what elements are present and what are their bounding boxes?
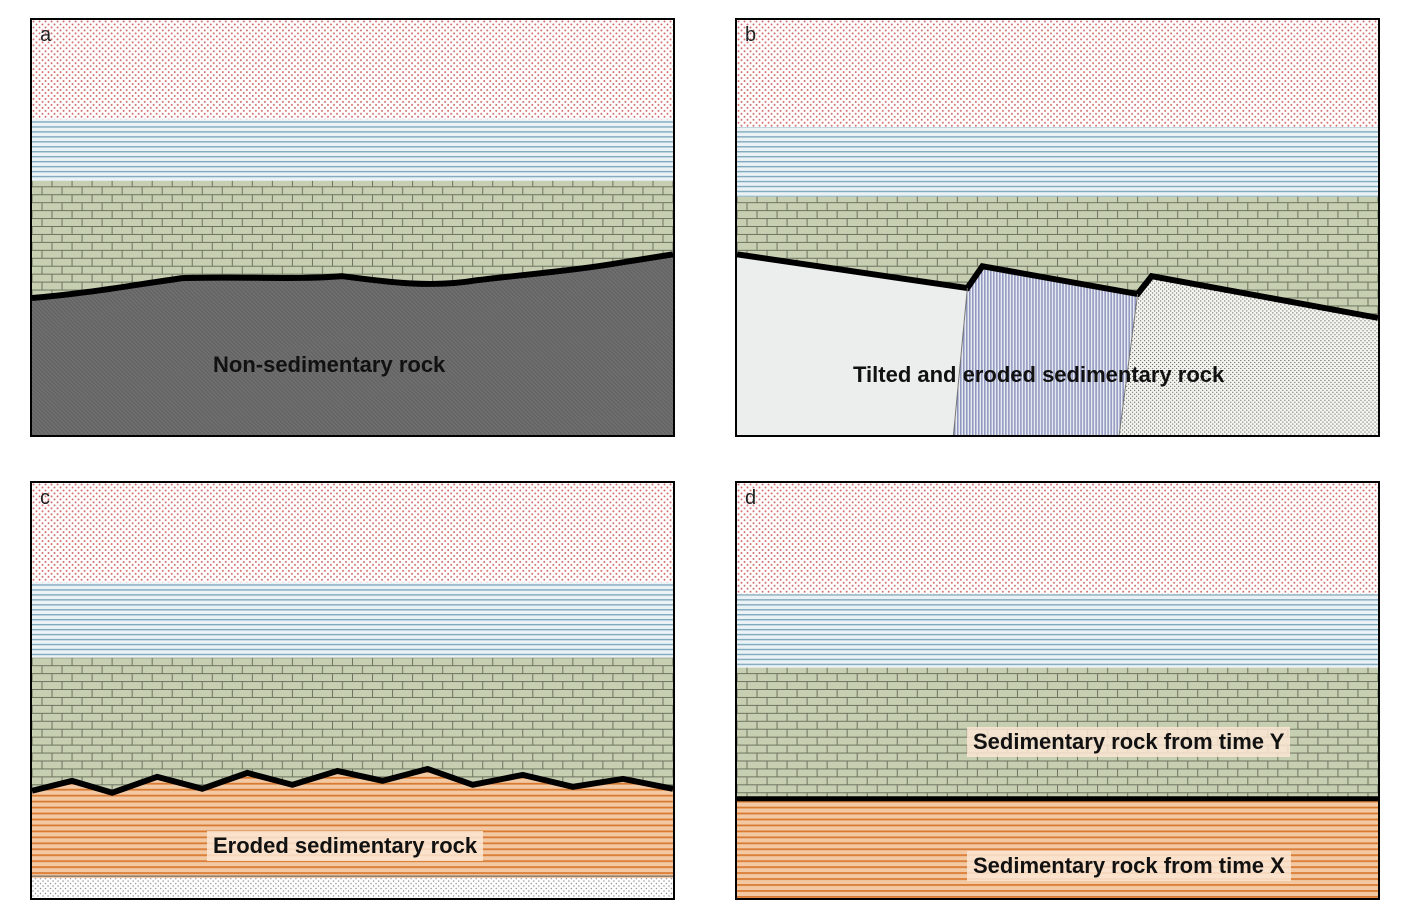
layer-blue xyxy=(737,127,1378,196)
caption-b: Tilted and eroded sedimentary rock xyxy=(847,360,1230,390)
panel-b: b Tilted and eroded sedimentary rock xyxy=(735,18,1380,437)
figure-grid: a Non-sedimentary rock xyxy=(0,0,1410,918)
panel-letter-b: b xyxy=(745,24,756,47)
caption-a: Non-sedimentary rock xyxy=(207,350,451,380)
panel-letter-c: c xyxy=(40,487,50,510)
caption-d-y: Sedimentary rock from time Y xyxy=(967,727,1290,757)
layer-pink xyxy=(737,20,1378,127)
layer-pink xyxy=(737,483,1378,594)
layer-blue xyxy=(32,119,673,181)
caption-c: Eroded sedimentary rock xyxy=(207,831,483,861)
panel-d-svg xyxy=(737,483,1378,898)
layer-pink xyxy=(32,20,673,119)
layer-orange xyxy=(737,801,1378,898)
caption-d-x: Sedimentary rock from time X xyxy=(967,851,1291,881)
panel-letter-d: d xyxy=(745,487,756,510)
layer-pink xyxy=(32,483,673,582)
panel-a: a Non-sedimentary rock xyxy=(30,18,675,437)
panel-letter-a: a xyxy=(40,24,51,47)
panel-c: c Eroded sedimentary rock xyxy=(30,481,675,900)
panel-d: d Sedimentary rock from time Y Sedimenta… xyxy=(735,481,1380,900)
layer-dots-thin xyxy=(32,878,673,898)
layer-blue xyxy=(737,594,1378,667)
layer-blue xyxy=(32,582,673,657)
